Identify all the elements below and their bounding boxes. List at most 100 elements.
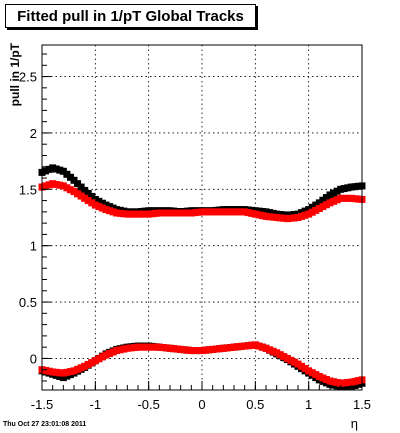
interp-marker [319,203,327,211]
data-point [81,186,89,194]
data-point [145,210,153,218]
interp-marker [88,359,96,367]
interp-marker [98,204,106,212]
data-point [219,344,227,352]
interp-marker [351,183,359,191]
interp-marker [226,344,234,352]
interp-marker [63,184,71,192]
interp-marker [159,209,167,217]
interp-marker [216,208,224,216]
data-point [145,343,153,351]
x-tick-label: -0.5 [137,397,159,412]
interp-marker [52,180,60,188]
data-point [209,208,217,216]
interp-marker [95,355,103,363]
interp-marker [52,165,60,173]
data-point [81,194,89,202]
interp-marker [354,380,362,388]
interp-marker [109,204,117,212]
interp-marker [116,209,124,217]
interp-marker [280,353,288,361]
interp-marker [148,210,156,218]
interp-marker [351,195,359,203]
interp-marker [244,209,252,217]
x-tick-label: 1.5 [353,397,371,412]
interp-marker [255,342,263,350]
interp-marker [184,346,192,354]
data-point [241,342,249,350]
y-tick-label: 2.5 [19,70,37,85]
data-point [241,208,249,216]
interp-marker [308,203,316,211]
interp-marker [180,209,188,217]
interp-marker [330,197,338,205]
interp-marker [226,208,234,216]
interp-marker [287,214,295,222]
interp-marker [106,350,114,358]
interp-marker [180,346,188,354]
interp-marker [354,195,362,203]
interp-marker [319,196,327,204]
interp-marker [194,208,202,216]
interp-marker [106,207,114,215]
interp-marker [120,210,128,218]
interp-marker [248,209,256,217]
data-point [113,209,121,217]
interp-marker [88,199,96,207]
interp-marker [152,209,160,217]
data-point [326,199,334,207]
y-tick-label: 0 [30,351,37,366]
data-point [102,351,110,359]
data-point [166,209,174,217]
interp-marker [237,342,245,350]
interp-marker [223,208,231,216]
x-tick-label: -1.5 [31,397,53,412]
data-point [315,204,323,212]
data-point [49,180,57,188]
interp-marker [266,209,274,217]
data-point [305,210,313,218]
interp-marker [354,377,362,385]
interp-marker [77,364,85,372]
interp-marker [45,367,53,375]
series-4 [38,341,366,387]
interp-marker [130,344,138,352]
data-point [59,167,67,175]
y-tick-label: 0.5 [19,295,37,310]
interp-marker [333,196,341,204]
interp-marker [148,343,156,351]
interp-marker [340,383,348,391]
y-axis-title: pull in 1/pT [8,42,22,106]
x-tick-label: 0 [198,397,205,412]
series-markers [38,164,366,391]
interp-marker [255,211,263,219]
interp-marker [116,346,124,354]
interp-marker [42,366,50,374]
interp-marker [312,201,320,209]
data-point [59,369,67,377]
interp-marker [258,207,266,215]
interp-marker [130,210,138,218]
interp-marker [77,192,85,200]
interp-marker [258,212,266,220]
interp-marker [351,377,359,385]
data-point [166,344,174,352]
interp-marker [173,209,181,217]
data-point [187,347,195,355]
y-tick-label: 1 [30,239,37,254]
data-point [283,354,291,362]
interp-marker [308,208,316,216]
interp-marker [298,362,306,370]
data-point [91,201,99,209]
interp-marker [191,209,199,217]
data-point [155,343,163,351]
x-axis-title: η [351,416,358,431]
y-tick-label: 1.5 [19,182,37,197]
interp-marker [45,181,53,189]
chart-title: Fitted pull in 1/pT Global Tracks [17,8,244,25]
interp-marker [162,344,170,352]
interp-marker [237,208,245,216]
interp-marker [244,342,252,350]
interp-marker [191,347,199,355]
